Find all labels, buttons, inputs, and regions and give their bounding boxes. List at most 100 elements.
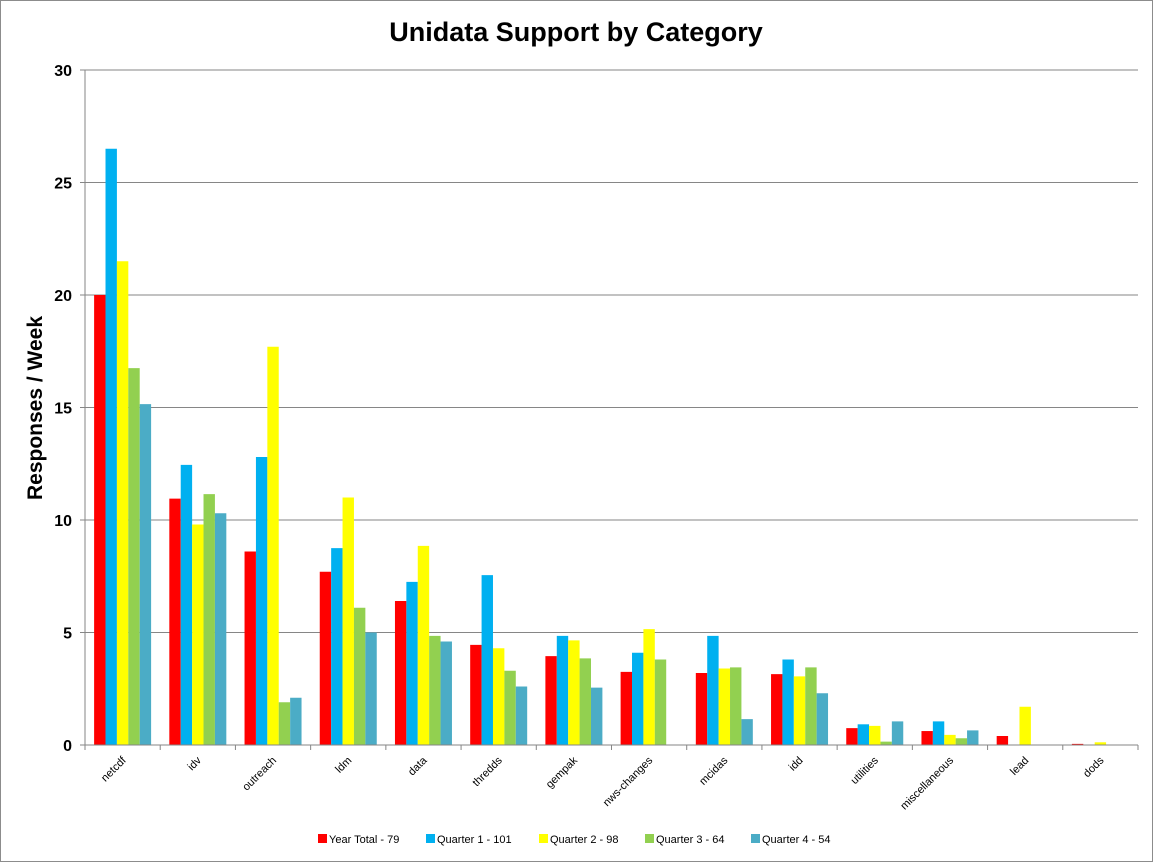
y-tick-label: 5 — [63, 626, 72, 643]
bar-utilities-series-1 — [846, 728, 858, 746]
x-tick-label: nws-changes — [601, 754, 656, 809]
bar-idv-series-2 — [180, 464, 193, 746]
bar-idv-series-3 — [192, 524, 204, 745]
legend-swatch — [751, 834, 760, 843]
bar-outreach-series-3 — [267, 346, 279, 745]
bar-outreach-series-4 — [278, 702, 291, 745]
x-tick-label: idd — [787, 755, 806, 774]
gridlines — [85, 69, 1138, 633]
bar-data-series-4 — [429, 635, 441, 746]
bar-outreach-series-5 — [290, 697, 302, 745]
y-tick-label: 15 — [54, 401, 72, 418]
bar-lead-series-3 — [1019, 706, 1031, 745]
bar-data-series-5 — [440, 641, 452, 745]
y-tick-label: 10 — [54, 513, 72, 530]
y-axis-label: Responses / Week — [24, 316, 47, 500]
bar-thredds-series-3 — [492, 648, 505, 745]
x-tick-label: gempak — [544, 754, 581, 791]
bar-lead-series-1 — [996, 736, 1009, 745]
legend-swatch — [645, 834, 654, 843]
bar-mcidas-series-3 — [718, 668, 731, 745]
bar-miscellaneous-series-5 — [967, 730, 979, 746]
bar-gempak-series-3 — [568, 640, 580, 746]
bar-idv-series-4 — [203, 494, 215, 746]
bar-data-series-2 — [406, 581, 418, 746]
bar-nws-changes-series-3 — [643, 629, 655, 746]
x-tick-label: lead — [1008, 755, 1031, 778]
bar-mcidas-series-1 — [695, 673, 708, 745]
bar-outreach-series-2 — [255, 457, 268, 745]
bar-netcdf-series-3 — [116, 261, 129, 745]
x-tick-label: dods — [1081, 754, 1107, 780]
bar-thredds-series-4 — [504, 670, 516, 745]
bar-utilities-series-2 — [857, 724, 870, 745]
bar-miscellaneous-series-1 — [921, 731, 933, 745]
bar-netcdf-series-2 — [105, 148, 117, 745]
y-tick-label: 0 — [63, 738, 72, 755]
legend-label: Quarter 3 - 64 — [656, 834, 724, 846]
legend-swatch — [539, 834, 548, 843]
bar-miscellaneous-series-2 — [932, 721, 945, 746]
bar-ldm-series-2 — [331, 548, 343, 746]
x-tick-label: miscellaneous — [898, 754, 956, 812]
x-tick-label: thredds — [470, 754, 505, 789]
bar-idd-series-4 — [805, 667, 817, 746]
bar-ldm-series-3 — [342, 497, 354, 745]
bar-miscellaneous-series-3 — [944, 734, 956, 746]
y-tick-label: 20 — [54, 288, 72, 305]
bar-mcidas-series-2 — [707, 635, 719, 746]
bar-thredds-series-5 — [515, 686, 528, 745]
y-tick-label: 30 — [54, 63, 72, 80]
x-tick-label: data — [406, 754, 430, 778]
x-tick-label: utilities — [849, 754, 882, 787]
bar-idd-series-1 — [771, 674, 783, 746]
bar-miscellaneous-series-4 — [955, 738, 968, 745]
bar-utilities-series-3 — [869, 725, 881, 746]
legend: Year Total - 79 Quarter 1 - 101 Quarter 2 … — [318, 834, 830, 846]
bar-idd-series-3 — [793, 676, 806, 746]
bar-dods-series-1 — [1071, 743, 1084, 746]
bar-netcdf-series-1 — [94, 295, 106, 745]
x-tick-label: netcdf — [99, 754, 129, 784]
bar-data-series-1 — [394, 601, 407, 745]
bar-mcidas-series-4 — [730, 667, 742, 746]
bar-ldm-series-4 — [353, 607, 366, 745]
y-tick-label: 25 — [54, 176, 72, 193]
bar-utilities-series-5 — [891, 721, 904, 746]
bar-gempak-series-5 — [590, 687, 603, 746]
legend-label: Year Total - 79 — [329, 834, 399, 846]
bar-nws-changes-series-2 — [632, 652, 644, 745]
x-tick-label: ldm — [333, 755, 354, 776]
x-tick-label: mcidas — [697, 754, 730, 787]
bar-netcdf-series-4 — [128, 368, 140, 746]
bar-thredds-series-1 — [470, 644, 482, 746]
legend-label: Quarter 2 - 98 — [550, 834, 618, 846]
bars — [94, 148, 1107, 746]
bar-netcdf-series-5 — [139, 404, 152, 746]
bar-data-series-3 — [417, 545, 430, 746]
bar-thredds-series-2 — [481, 575, 493, 746]
bar-ldm-series-1 — [319, 571, 332, 745]
bar-utilities-series-4 — [880, 741, 892, 746]
bar-ldm-series-5 — [365, 632, 377, 745]
bar-gempak-series-2 — [556, 635, 569, 746]
x-axis-ticks: netcdf idv outreach ldm data thredds gempak nws… — [84, 745, 1139, 812]
bar-gempak-series-4 — [579, 658, 591, 746]
bar-outreach-series-1 — [244, 551, 256, 745]
bar-nws-changes-series-1 — [620, 671, 633, 746]
legend-label: Quarter 1 - 101 — [437, 834, 512, 846]
bar-idv-series-1 — [169, 498, 181, 746]
bar-idv-series-5 — [214, 513, 227, 745]
legend-swatch — [318, 834, 327, 843]
bar-dods-series-3 — [1094, 742, 1107, 745]
bar-idd-series-5 — [816, 693, 829, 745]
bar-gempak-series-1 — [545, 656, 557, 746]
x-tick-label: idv — [185, 754, 204, 773]
bar-mcidas-series-5 — [741, 719, 753, 746]
bar-nws-changes-series-4 — [654, 659, 667, 745]
y-axis-ticks: 0 5 10 15 20 25 30 — [54, 63, 85, 755]
bar-idd-series-2 — [782, 659, 794, 745]
x-tick-label: outreach — [240, 755, 279, 794]
legend-label: Quarter 4 - 54 — [762, 834, 830, 846]
